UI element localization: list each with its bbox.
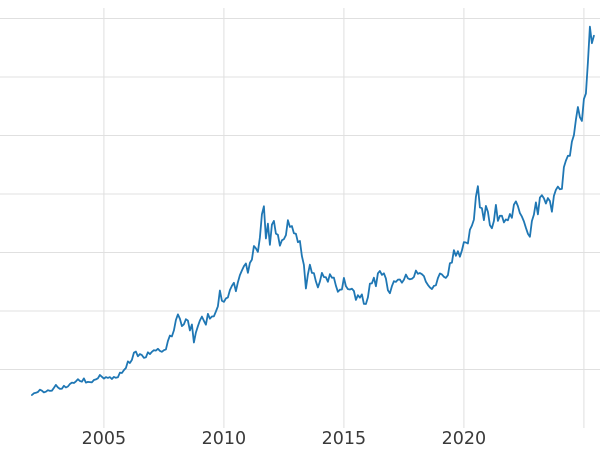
x-tick-label: 2020: [442, 429, 487, 449]
x-tick-label: 2015: [322, 429, 367, 449]
x-tick-label: 2010: [202, 429, 247, 449]
x-tick-label: 2005: [82, 429, 127, 449]
series-line: [31, 25, 595, 396]
